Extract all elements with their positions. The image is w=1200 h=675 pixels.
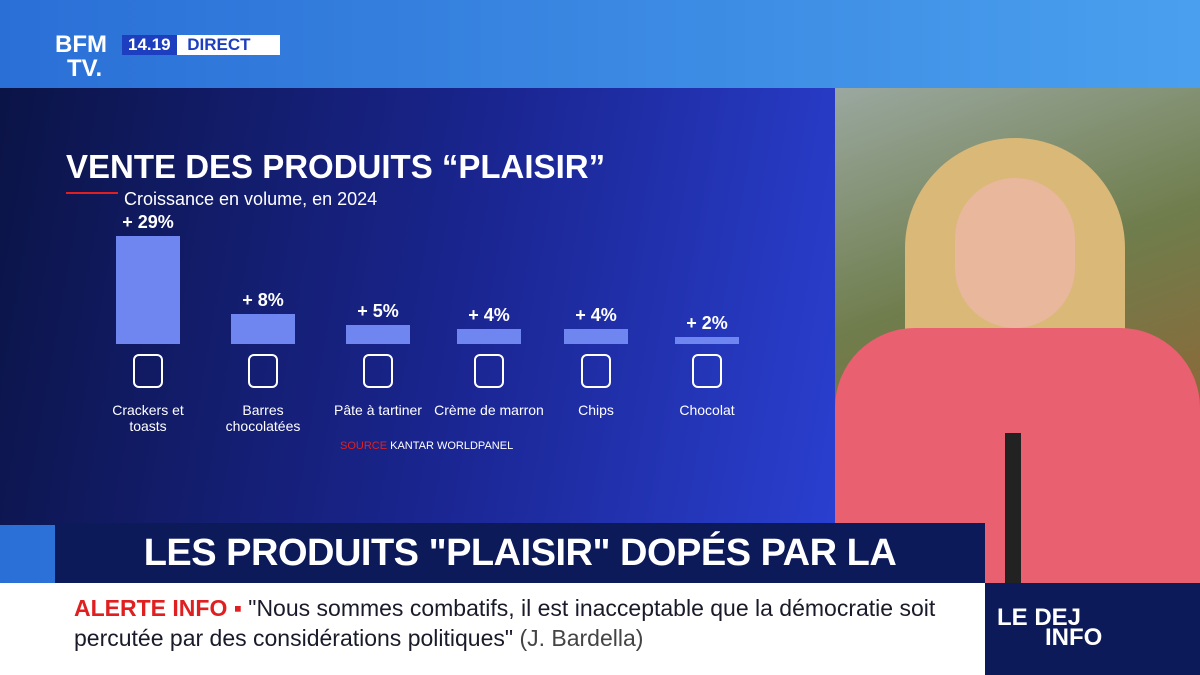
value-label: + 4% — [468, 305, 510, 326]
category-icon — [692, 354, 722, 388]
show-logo: LE DEJ INFO — [985, 583, 1200, 675]
source: SOURCE KANTAR WORLDPANEL — [340, 440, 513, 452]
logo-bottom: TV. — [67, 55, 103, 82]
studio-camera — [835, 88, 1200, 583]
value-label: + 5% — [357, 301, 399, 322]
bar — [675, 336, 739, 344]
channel-logo: BFM TV. — [55, 33, 115, 85]
bar — [346, 325, 410, 344]
value-label: + 29% — [122, 212, 174, 233]
category-icon — [248, 354, 278, 388]
value-label: + 8% — [242, 290, 284, 311]
chart-title: VENTE DES PRODUITS “PLAISIR” — [66, 148, 606, 185]
category-icon — [133, 354, 163, 388]
chart-panel: VENTE DES PRODUITS “PLAISIR” Croissance … — [0, 88, 835, 525]
attribution: (J. Bardella) — [519, 625, 644, 651]
category-label: Crème de marron — [434, 402, 544, 418]
quote: "Nous sommes combatifs, il est inaccepta… — [74, 595, 936, 651]
category-icon — [363, 354, 393, 388]
value-label: + 2% — [686, 312, 728, 333]
show-top: LE DEJ — [997, 604, 1082, 631]
bar — [457, 329, 521, 344]
face — [955, 178, 1075, 328]
show-bottom: INFO — [1045, 624, 1103, 651]
source-name: KANTAR WORLDPANEL — [390, 440, 514, 452]
category-label: Pâte à tartiner — [334, 402, 422, 418]
source-label: SOURCE — [340, 440, 388, 452]
category-label: Chips — [578, 402, 614, 418]
category-label: Crackers et toasts — [112, 402, 184, 434]
ticker-text: ALERTE INFO ▪ "Nous sommes combatifs, il… — [74, 595, 936, 651]
chart-subtitle: Croissance en volume, en 2024 — [124, 189, 378, 209]
live-badge: 14.19 DIRECT — [122, 35, 280, 55]
time: 14.19 — [122, 35, 177, 55]
value-label: + 4% — [575, 305, 617, 326]
plot: + 29% Crackers et toasts + 8% Barres chocol… — [0, 88, 835, 525]
bar — [564, 329, 628, 344]
headline: LES PRODUITS "PLAISIR" DOPÉS PAR LA MORO… — [55, 523, 985, 634]
alert: ALERTE INFO — [74, 595, 228, 621]
logo-top: BFM — [55, 31, 107, 58]
bar — [116, 236, 180, 344]
bar — [231, 314, 295, 344]
category-label: Barres chocolatées — [225, 402, 301, 434]
title-rule — [66, 192, 118, 194]
category-icon — [581, 354, 611, 388]
live: DIRECT — [187, 35, 251, 54]
ticker: ALERTE INFO ▪ "Nous sommes combatifs, il… — [0, 583, 985, 675]
category-icon — [474, 354, 504, 388]
microphone — [1005, 433, 1021, 583]
category-label: Chocolat — [679, 402, 735, 418]
